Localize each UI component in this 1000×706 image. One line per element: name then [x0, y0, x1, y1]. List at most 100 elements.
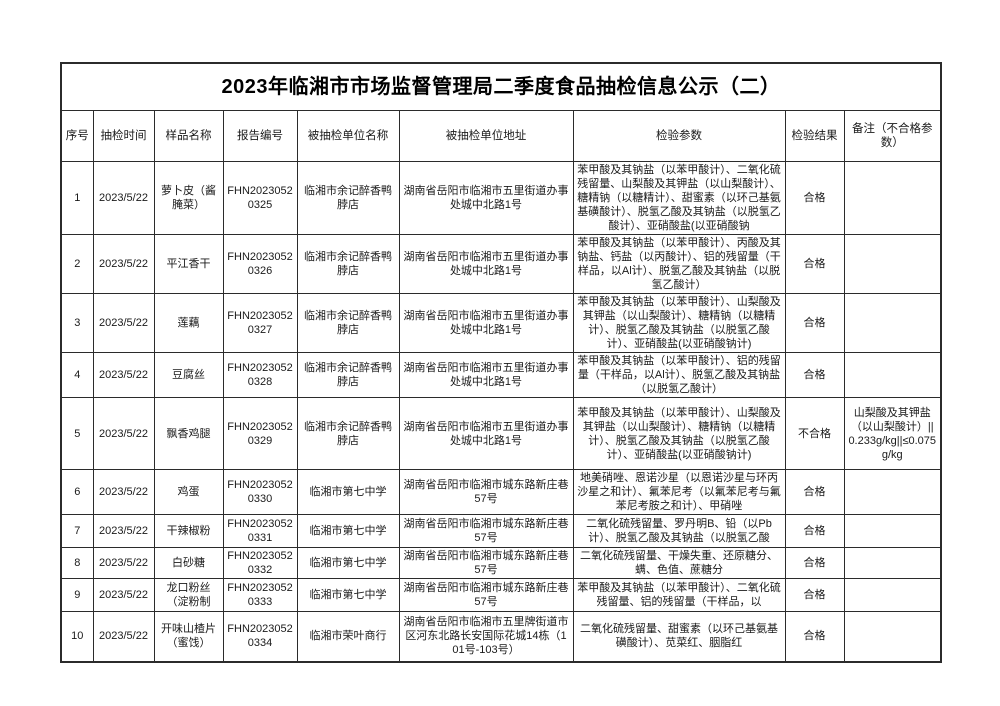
cell-date: 2023/5/22: [92, 547, 155, 579]
cell-report: FHN20230520327: [222, 293, 298, 353]
inspection-table: 2023年临湘市市场监督管理局二季度食品抽检信息公示（二） 序号 抽检时间 样品…: [60, 62, 942, 663]
column-header-params: 检验参数: [572, 110, 786, 162]
cell-address: 湖南省岳阳市临湘市五里牌街道市区河东北路长安国际花城14栋（101号-103号）: [398, 611, 574, 662]
cell-date: 2023/5/22: [92, 578, 155, 612]
table-row: 4 2023/5/22 豆腐丝 FHN20230520328 临湘市余记醉香鸭脖…: [60, 352, 942, 398]
cell-date: 2023/5/22: [92, 352, 155, 398]
cell-no: 9: [60, 578, 94, 612]
cell-no: 3: [60, 293, 94, 353]
table-body: 1 2023/5/22 萝卜皮（酱腌菜） FHN20230520325 临湘市余…: [60, 161, 942, 662]
cell-result: 合格: [784, 293, 845, 353]
cell-sample: 莲藕: [153, 293, 224, 353]
table-row: 1 2023/5/22 萝卜皮（酱腌菜） FHN20230520325 临湘市余…: [60, 161, 942, 235]
cell-params: 苯甲酸及其钠盐（以苯甲酸计）、二氧化硫残留量、山梨酸及其钾盐（以山梨酸计）、糖精…: [572, 161, 786, 235]
table-row: 10 2023/5/22 开味山楂片（蜜饯） FHN20230520334 临湘…: [60, 611, 942, 662]
cell-params: 苯甲酸及其钠盐（以苯甲酸计）、铝的残留量（干样品，以Al计）、脱氢乙酸及其钠盐（…: [572, 352, 786, 398]
cell-address: 湖南省岳阳市临湘市城东路新庄巷57号: [398, 578, 574, 612]
cell-params: 二氧化硫残留量、甜蜜素（以环己基氨基磺酸计）、苋菜红、胭脂红: [572, 611, 786, 662]
cell-no: 1: [60, 161, 94, 235]
cell-result: 合格: [784, 161, 845, 235]
column-header-sample: 样品名称: [153, 110, 224, 162]
cell-report: FHN20230520326: [222, 234, 298, 294]
cell-remark: [843, 611, 942, 662]
table-row: 6 2023/5/22 鸡蛋 FHN20230520330 临湘市第七中学 湖南…: [60, 469, 942, 515]
cell-unit: 临湘市余记醉香鸭脖店: [296, 293, 400, 353]
cell-no: 10: [60, 611, 94, 662]
column-header-address: 被抽检单位地址: [398, 110, 574, 162]
cell-unit: 临湘市余记醉香鸭脖店: [296, 352, 400, 398]
cell-sample: 白砂糖: [153, 547, 224, 579]
cell-no: 4: [60, 352, 94, 398]
table-row: 2 2023/5/22 平江香干 FHN20230520326 临湘市余记醉香鸭…: [60, 234, 942, 294]
cell-address: 湖南省岳阳市临湘市五里街道办事处城中北路1号: [398, 352, 574, 398]
cell-report: FHN20230520332: [222, 547, 298, 579]
cell-date: 2023/5/22: [92, 611, 155, 662]
column-header-date: 抽检时间: [92, 110, 155, 162]
cell-unit: 临湘市荣叶商行: [296, 611, 400, 662]
cell-unit: 临湘市第七中学: [296, 514, 400, 548]
table-row: 7 2023/5/22 干辣椒粉 FHN20230520331 临湘市第七中学 …: [60, 514, 942, 548]
cell-address: 湖南省岳阳市临湘市五里街道办事处城中北路1号: [398, 397, 574, 470]
cell-date: 2023/5/22: [92, 161, 155, 235]
cell-date: 2023/5/22: [92, 397, 155, 470]
column-header-remark: 备注（不合格参数）: [843, 110, 942, 162]
cell-unit: 临湘市余记醉香鸭脖店: [296, 397, 400, 470]
cell-unit: 临湘市余记醉香鸭脖店: [296, 234, 400, 294]
column-header-unit: 被抽检单位名称: [296, 110, 400, 162]
cell-params: 苯甲酸及其钠盐（以苯甲酸计）、山梨酸及其钾盐（以山梨酸计）、糖精钠（以糖精计）、…: [572, 397, 786, 470]
cell-unit: 临湘市余记醉香鸭脖店: [296, 161, 400, 235]
page-title: 2023年临湘市市场监督管理局二季度食品抽检信息公示（二）: [60, 62, 942, 111]
cell-sample: 平江香干: [153, 234, 224, 294]
cell-remark: [843, 547, 942, 579]
cell-sample: 开味山楂片（蜜饯）: [153, 611, 224, 662]
cell-params: 二氧化硫残留量、罗丹明B、铅（以Pb计）、脱氢乙酸及其钠盐（以脱氢乙酸: [572, 514, 786, 548]
cell-address: 湖南省岳阳市临湘市五里街道办事处城中北路1号: [398, 161, 574, 235]
table-row: 3 2023/5/22 莲藕 FHN20230520327 临湘市余记醉香鸭脖店…: [60, 293, 942, 353]
cell-report: FHN20230520328: [222, 352, 298, 398]
cell-result: 合格: [784, 514, 845, 548]
cell-remark: [843, 161, 942, 235]
cell-report: FHN20230520334: [222, 611, 298, 662]
cell-report: FHN20230520329: [222, 397, 298, 470]
cell-remark: 山梨酸及其钾盐（以山梨酸计）||0.233g/kg||≤0.075g/kg: [843, 397, 942, 470]
cell-no: 5: [60, 397, 94, 470]
title-row: 2023年临湘市市场监督管理局二季度食品抽检信息公示（二）: [60, 62, 942, 111]
cell-no: 7: [60, 514, 94, 548]
cell-date: 2023/5/22: [92, 293, 155, 353]
cell-no: 8: [60, 547, 94, 579]
cell-unit: 临湘市第七中学: [296, 578, 400, 612]
cell-sample: 鸡蛋: [153, 469, 224, 515]
cell-report: FHN20230520331: [222, 514, 298, 548]
cell-date: 2023/5/22: [92, 514, 155, 548]
cell-params: 苯甲酸及其钠盐（以苯甲酸计）、丙酸及其钠盐、钙盐（以丙酸计）、铝的残留量（干样品…: [572, 234, 786, 294]
cell-unit: 临湘市第七中学: [296, 469, 400, 515]
cell-sample: 龙口粉丝（淀粉制: [153, 578, 224, 612]
cell-result: 合格: [784, 578, 845, 612]
cell-report: FHN20230520333: [222, 578, 298, 612]
cell-address: 湖南省岳阳市临湘市城东路新庄巷57号: [398, 514, 574, 548]
cell-sample: 萝卜皮（酱腌菜）: [153, 161, 224, 235]
cell-remark: [843, 578, 942, 612]
cell-remark: [843, 352, 942, 398]
cell-sample: 飘香鸡腿: [153, 397, 224, 470]
cell-params: 苯甲酸及其钠盐（以苯甲酸计）、山梨酸及其钾盐（以山梨酸计）、糖精钠（以糖精计）、…: [572, 293, 786, 353]
cell-address: 湖南省岳阳市临湘市五里街道办事处城中北路1号: [398, 234, 574, 294]
cell-result: 合格: [784, 547, 845, 579]
cell-sample: 豆腐丝: [153, 352, 224, 398]
cell-params: 地美硝唑、恩诺沙星（以恩诺沙星与环丙沙星之和计）、氟苯尼考（以氟苯尼考与氟苯尼考…: [572, 469, 786, 515]
cell-result: 合格: [784, 469, 845, 515]
cell-remark: [843, 234, 942, 294]
cell-remark: [843, 293, 942, 353]
cell-report: FHN20230520330: [222, 469, 298, 515]
cell-address: 湖南省岳阳市临湘市城东路新庄巷57号: [398, 547, 574, 579]
cell-params: 苯甲酸及其钠盐（以苯甲酸计）、二氧化硫残留量、铝的残留量（干样品，以: [572, 578, 786, 612]
table-row: 9 2023/5/22 龙口粉丝（淀粉制 FHN20230520333 临湘市第…: [60, 578, 942, 612]
cell-report: FHN20230520325: [222, 161, 298, 235]
cell-unit: 临湘市第七中学: [296, 547, 400, 579]
column-header-report: 报告编号: [222, 110, 298, 162]
cell-result: 合格: [784, 352, 845, 398]
cell-no: 6: [60, 469, 94, 515]
cell-address: 湖南省岳阳市临湘市五里街道办事处城中北路1号: [398, 293, 574, 353]
cell-result: 合格: [784, 611, 845, 662]
